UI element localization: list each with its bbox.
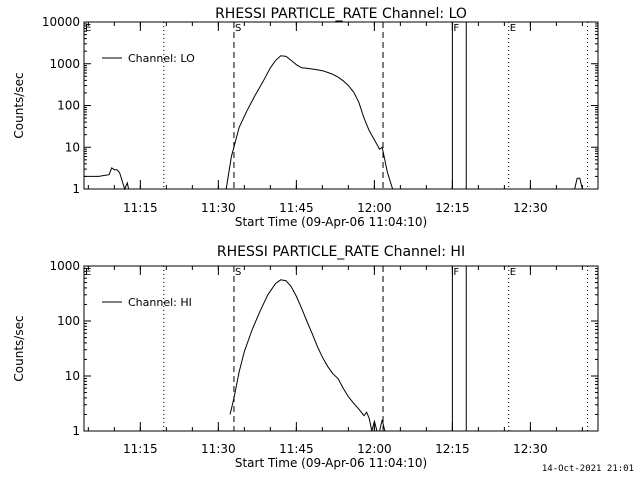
y-tick-label: 10000 [42,15,80,29]
x-tick-label: 11:30 [201,201,236,215]
x-tick-label: 11:45 [279,201,314,215]
event-marker-label: F [453,23,459,34]
event-marker-label: S [235,23,241,34]
x-tick-label: 11:30 [201,442,236,456]
x-tick-label: 11:15 [123,201,158,215]
plot-frame [83,21,599,190]
hi-channel-panel: RHESSI PARTICLE_RATE Channel: HI 1 10 100 10… [12,244,599,470]
event-marker-label: E [85,267,91,278]
x-tick-label: 12:00 [357,442,392,456]
y-axis-label: Counts/sec [12,315,26,381]
x-tick-label: 12:15 [435,442,470,456]
y-tick-label: 10 [65,369,80,383]
y-tick-label: 10 [65,140,80,154]
plot-timestamp: 14-Oct-2021 21:01 [541,464,634,474]
legend-label: Channel: HI [128,296,192,309]
event-marker-label: E [510,23,516,34]
y-tick-label: 100 [57,314,80,328]
event-marker-label: E [85,23,91,34]
y-tick-label: 100 [57,99,80,113]
rate-series-line [574,177,583,190]
x-tick-label: 12:30 [513,201,548,215]
y-tick-label: 1 [72,182,80,196]
x-tick-label: 12:30 [513,442,548,456]
x-tick-label: 11:45 [279,442,314,456]
event-marker-label: S [235,267,241,278]
y-axis-label: Counts/sec [12,72,26,138]
y-tick-label: 1 [72,424,80,438]
plot-frame [83,265,599,432]
chart-title: RHESSI PARTICLE_RATE Channel: LO [215,6,467,22]
event-marker-label: F [453,267,459,278]
legend-label: Channel: LO [128,52,195,65]
y-tick-label: 1000 [49,57,80,71]
x-tick-label: 12:15 [435,201,470,215]
rate-series-line [84,167,130,191]
x-axis-label: Start Time (09-Apr-06 11:04:10) [235,456,427,470]
rate-series-line [229,279,386,432]
event-marker-label: E [510,267,516,278]
y-tick-label: 1000 [49,259,80,273]
x-tick-label: 12:00 [357,201,392,215]
chart-title: RHESSI PARTICLE_RATE Channel: HI [217,244,465,260]
lo-channel-panel: RHESSI PARTICLE_RATE Channel: LO 1 10 100 10… [12,6,599,229]
x-axis-label: Start Time (09-Apr-06 11:04:10) [235,215,427,229]
rate-series-line [225,55,394,190]
x-tick-label: 11:15 [123,442,158,456]
